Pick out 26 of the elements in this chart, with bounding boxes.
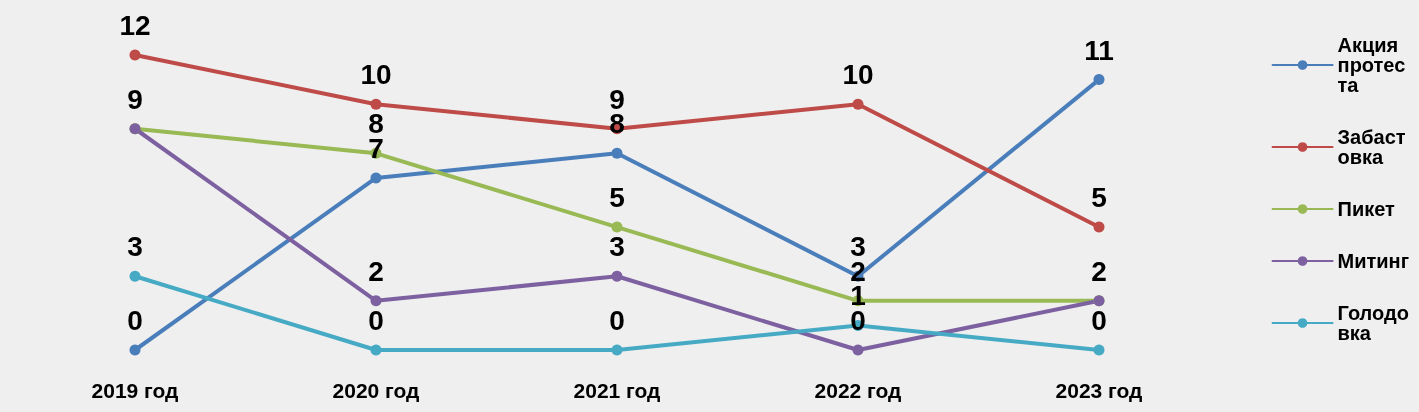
data-label: 0 [609,305,625,336]
data-label: 8 [368,108,384,140]
legend-label: Пикет [1337,198,1396,220]
data-label: 2 [1091,255,1107,287]
data-label: 2 [368,255,384,287]
x-tick-label: 2019 год [91,379,179,402]
x-tick-label: 2023 год [1055,379,1143,402]
data-label: 11 [1084,34,1114,66]
data-label: 0 [1091,305,1107,336]
data-label: 0 [368,305,384,336]
data-label: 3 [127,231,143,263]
data-label: 5 [1091,182,1107,214]
legend-label: Забастовка [1337,126,1406,168]
legend-label: Митинг [1337,250,1410,272]
x-tick-label: 2021 год [573,379,661,402]
data-label: 3 [609,231,625,263]
data-label: 10 [360,59,392,91]
x-tick-label: 2022 год [814,379,902,402]
legend-label: Акция протеста [1337,34,1406,96]
legend-label: Голодовка [1337,302,1409,344]
data-label: 0 [127,305,143,336]
data-label: 10 [842,59,874,91]
data-label: 12 [119,10,151,41]
data-label: 5 [609,182,625,214]
x-tick-label: 2020 год [332,379,420,402]
data-label: 9 [127,83,143,115]
